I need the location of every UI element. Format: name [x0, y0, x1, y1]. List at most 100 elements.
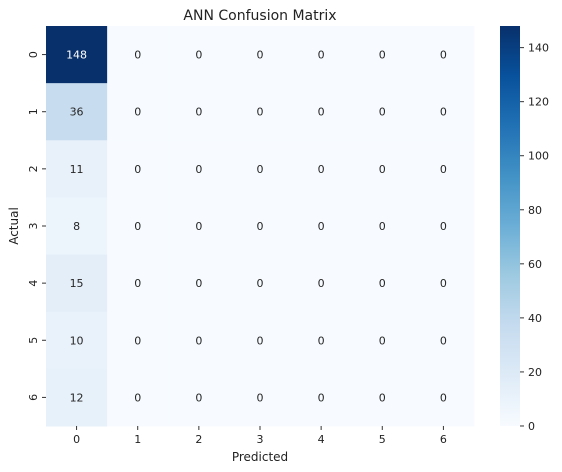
colorbar-tick-label: 140 [528, 42, 549, 55]
y-tick-label: 4 [27, 280, 40, 287]
cell-value-label: 15 [70, 277, 84, 290]
heatmap-cell [107, 254, 169, 313]
heatmap-cell [351, 83, 414, 141]
x-tick-label: 6 [440, 433, 447, 446]
colorbar-tick-label: 60 [528, 258, 542, 271]
heatmap-cell [229, 368, 292, 427]
heatmap-cell [168, 368, 230, 427]
y-tick-label: 5 [27, 337, 40, 344]
heatmap-cells [46, 26, 475, 427]
heatmap-cell [290, 311, 353, 370]
cell-value-label: 0 [134, 334, 141, 347]
cell-value-label: 0 [379, 163, 386, 176]
heatmap-cell [107, 197, 169, 256]
heatmap-cell [229, 26, 292, 84]
cell-value-label: 0 [318, 391, 325, 404]
colorbar-gradient [500, 26, 520, 426]
cell-value-label: 0 [318, 49, 325, 62]
cell-value-label: 0 [318, 106, 325, 119]
heatmap-cell [351, 26, 414, 84]
heatmap-cell [412, 140, 475, 198]
cell-value-label: 0 [195, 391, 202, 404]
cell-value-label: 0 [379, 334, 386, 347]
heatmap-cell [351, 368, 414, 427]
cell-value-label: 0 [134, 49, 141, 62]
heatmap-cell [229, 254, 292, 313]
heatmap-cell [46, 197, 108, 256]
y-tick-label: 2 [27, 165, 40, 172]
cell-value-label: 0 [379, 220, 386, 233]
heatmap-cell [46, 254, 108, 313]
cell-value-label: 0 [134, 106, 141, 119]
x-tick-label: 4 [318, 433, 325, 446]
heatmap-cell [229, 140, 292, 198]
cell-value-label: 0 [195, 220, 202, 233]
heatmap-cell [290, 254, 353, 313]
y-tick-label: 1 [27, 108, 40, 115]
heatmap-cell [168, 197, 230, 256]
colorbar-tick-label: 120 [528, 96, 549, 109]
y-tick-label: 6 [27, 394, 40, 401]
cell-value-label: 0 [195, 277, 202, 290]
cell-value-label: 0 [318, 163, 325, 176]
x-axis-label: Predicted [232, 450, 288, 464]
heatmap-cell [351, 197, 414, 256]
cell-value-label: 0 [195, 106, 202, 119]
cell-value-label: 0 [379, 277, 386, 290]
cell-value-label: 0 [379, 49, 386, 62]
heatmap-cell [290, 368, 353, 427]
x-axis: 0 1 2 3 4 5 6 [73, 425, 447, 446]
cell-value-label: 10 [70, 334, 84, 347]
heatmap-cell [46, 140, 108, 198]
heatmap-cell [229, 197, 292, 256]
cell-value-label: 0 [440, 277, 447, 290]
heatmap-cell [168, 140, 230, 198]
cell-value-label: 0 [195, 49, 202, 62]
cell-value-label: 0 [440, 220, 447, 233]
colorbar-tick-label: 0 [528, 420, 535, 433]
cell-value-label: 0 [318, 277, 325, 290]
cell-value-label: 0 [440, 334, 447, 347]
x-tick-label: 5 [379, 433, 386, 446]
cell-value-label: 12 [70, 391, 84, 404]
cell-value-label: 0 [134, 163, 141, 176]
colorbar-tick-label: 20 [528, 366, 542, 379]
heatmap-cell [412, 197, 475, 256]
y-tick-label: 0 [27, 51, 40, 58]
cell-value-label: 0 [379, 391, 386, 404]
cell-value-label: 36 [70, 106, 84, 119]
heatmap-cell [168, 83, 230, 141]
heatmap-cell [351, 254, 414, 313]
x-tick-label: 3 [256, 433, 263, 446]
y-tick-label: 3 [27, 222, 40, 229]
cell-value-label: 0 [440, 49, 447, 62]
heatmap-cell [351, 140, 414, 198]
heatmap-cell [107, 26, 169, 84]
heatmap-cell [168, 311, 230, 370]
heatmap-cell [412, 83, 475, 141]
heatmap-cell [290, 140, 353, 198]
heatmap-cell [168, 254, 230, 313]
y-axis: 0 1 2 3 4 5 6 [27, 51, 46, 401]
colorbar-tick-label: 100 [528, 150, 549, 163]
heatmap-cell [168, 26, 230, 84]
cell-value-label: 11 [70, 163, 84, 176]
cell-value-label: 0 [440, 163, 447, 176]
heatmap-cell [46, 26, 108, 84]
colorbar: 0 20 40 60 80 100 120 140 [500, 26, 549, 433]
heatmap-cell [46, 83, 108, 141]
heatmap-cell [107, 140, 169, 198]
y-axis-label: Actual [7, 207, 21, 245]
cell-value-label: 0 [134, 391, 141, 404]
heatmap-cell [412, 368, 475, 427]
heatmap-cell [412, 311, 475, 370]
heatmap-cell [412, 254, 475, 313]
cell-value-label: 0 [256, 49, 263, 62]
heatmap-cell [351, 311, 414, 370]
x-tick-label: 0 [73, 433, 80, 446]
heatmap-cell [229, 83, 292, 141]
colorbar-tick-label: 80 [528, 204, 542, 217]
cell-value-label: 0 [440, 391, 447, 404]
cell-value-label: 0 [195, 334, 202, 347]
